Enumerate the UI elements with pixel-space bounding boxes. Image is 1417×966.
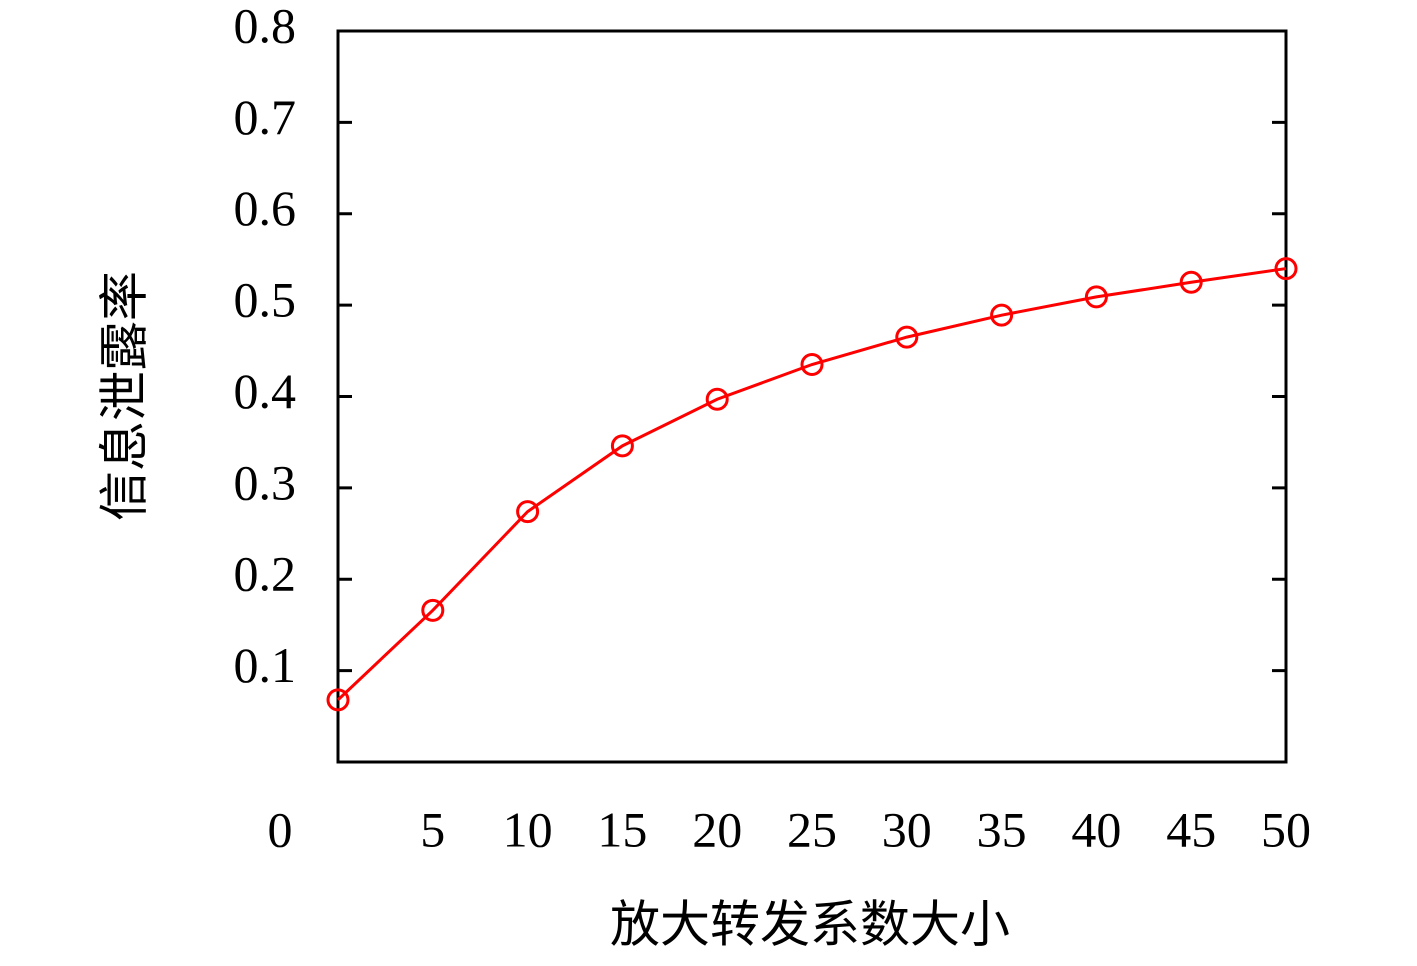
data-point	[990, 303, 1014, 327]
x-tick-label: 5	[420, 801, 445, 857]
y-tick-label: 0.6	[234, 180, 297, 236]
data-point	[800, 353, 824, 377]
x-tick-label: 20	[692, 801, 742, 857]
x-tick-label: 15	[597, 801, 647, 857]
x-tick-label: 45	[1166, 801, 1216, 857]
x-axis-label: 放大转发系数大小	[610, 896, 1010, 952]
data-point	[1084, 285, 1108, 309]
x-tick-label: 30	[882, 801, 932, 857]
data-point	[1179, 270, 1203, 294]
x-tick-label: 50	[1261, 801, 1311, 857]
data-point	[1274, 257, 1298, 281]
data-point	[421, 598, 445, 622]
data-line	[336, 267, 1287, 701]
plot-frame	[336, 29, 1288, 764]
data-point	[610, 434, 634, 458]
data-point	[326, 688, 350, 712]
x-tick-label: 0	[268, 801, 293, 857]
x-tick-label: 25	[787, 801, 837, 857]
y-tick-label: 0.5	[234, 272, 297, 328]
y-tick-label: 0.1	[234, 637, 297, 693]
y-tick-label: 0.4	[234, 363, 297, 419]
y-tick-label: 0.7	[234, 89, 297, 145]
x-tick-label: 40	[1071, 801, 1121, 857]
x-tick-label: 10	[503, 801, 553, 857]
data-point	[895, 325, 919, 349]
y-tick-label: 0.2	[234, 546, 297, 602]
data-point	[516, 500, 540, 524]
x-tick-label: 35	[977, 801, 1027, 857]
y-tick-label: 0.8	[234, 0, 297, 53]
data-point	[705, 387, 729, 411]
y-axis-label: 信息泄露率	[96, 271, 152, 521]
y-tick-label: 0.3	[234, 454, 297, 510]
